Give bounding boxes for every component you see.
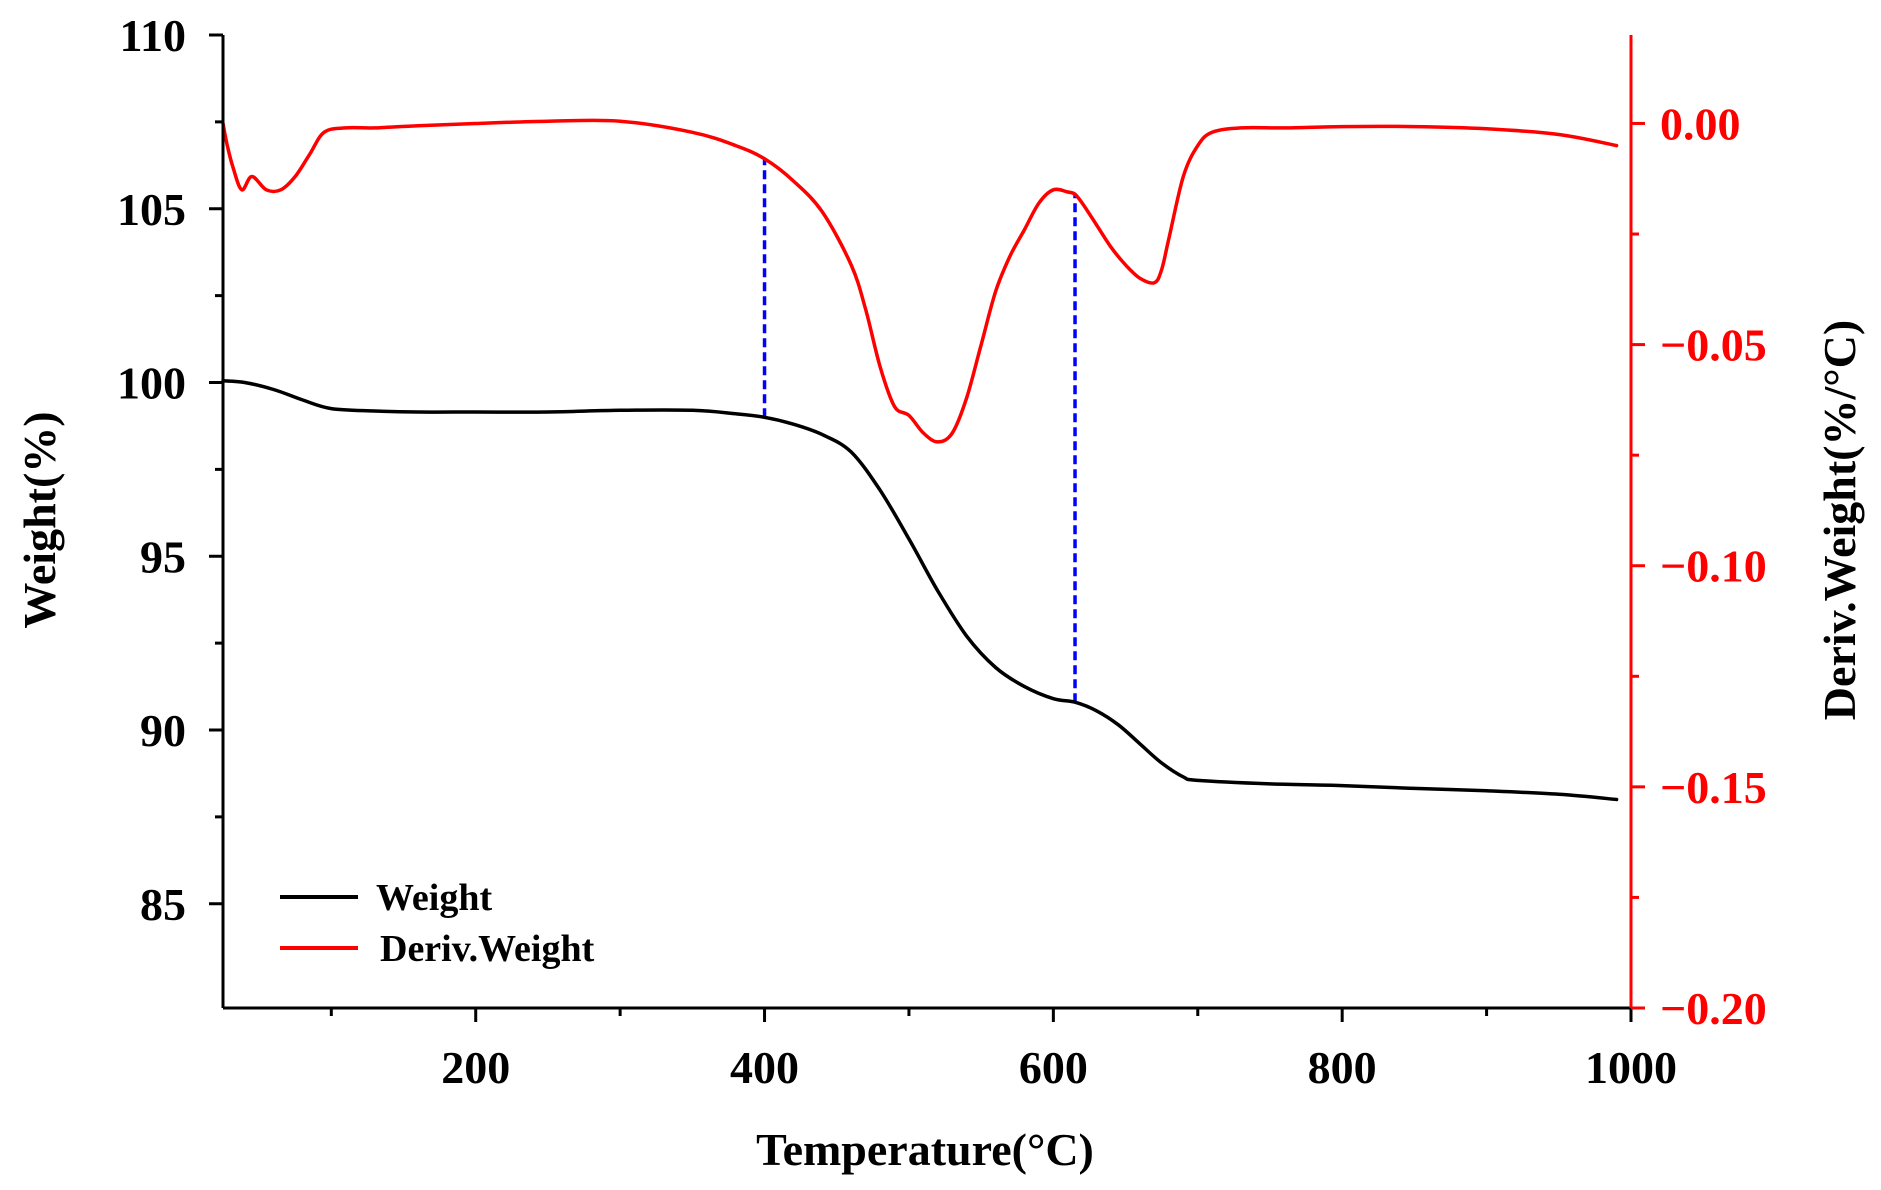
y2-tick-label: 0.00 [1660, 98, 1741, 149]
y-tick-label: 95 [140, 531, 186, 582]
y2-tick-label: −0.15 [1660, 762, 1767, 813]
annotations [762, 158, 1077, 703]
x-tick-label: 1000 [1585, 1042, 1677, 1093]
legend-label-weight: Weight [376, 877, 492, 919]
tick-labels: 200 400 600 800 1000 85 90 95 100 105 110 0.00 −0.05… [117, 10, 1767, 1093]
axes [221, 35, 1633, 1010]
series-line-weight [221, 379, 1619, 802]
y-tick-label: 110 [120, 10, 186, 61]
x-tick-label: 200 [441, 1042, 510, 1093]
x-tick-label: 400 [730, 1042, 799, 1093]
tick-marks [209, 33, 1645, 1022]
x-tick-label: 600 [1019, 1042, 1088, 1093]
y2-tick-label: −0.05 [1660, 320, 1767, 371]
y-axis-title: Weight(%) [14, 411, 65, 628]
series-line-deriv-weight [221, 118, 1619, 444]
x-axis-title: Temperature(°C) [756, 1124, 1094, 1175]
y2-tick-label: −0.20 [1660, 983, 1767, 1034]
y-tick-label: 105 [117, 184, 186, 235]
y-tick-label: 85 [140, 879, 186, 930]
y-tick-label: 100 [117, 358, 186, 409]
legend-label-deriv-weight: Deriv.Weight [380, 928, 595, 970]
y-tick-label: 90 [140, 705, 186, 756]
legend: Weight Deriv.Weight [280, 877, 595, 970]
y2-axis-title: Deriv.Weight(%/°C) [1814, 320, 1865, 720]
x-tick-label: 800 [1308, 1042, 1377, 1093]
y2-tick-label: −0.10 [1660, 541, 1767, 592]
series-lines [221, 118, 1619, 802]
